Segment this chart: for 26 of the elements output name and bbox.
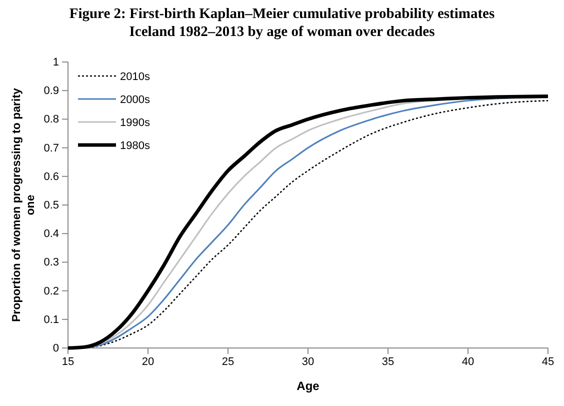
legend-label: 2000s <box>120 94 150 106</box>
chart-title: Figure 2: First-birth Kaplan–Meier cumulative probability estimates <box>69 6 495 22</box>
legend-label: 1990s <box>120 117 150 129</box>
x-tick-label: 45 <box>542 356 554 368</box>
y-tick-label: 1 <box>52 56 59 69</box>
y-tick-label: 0.9 <box>44 85 59 98</box>
y-tick-label: 0.2 <box>44 285 59 298</box>
y-tick-label: 0.3 <box>44 256 59 269</box>
y-tick-label: 0.5 <box>44 200 59 212</box>
x-tick-label: 35 <box>382 356 394 368</box>
x-tick-label: 15 <box>62 356 74 368</box>
legend-label: 1980s <box>120 140 150 152</box>
x-axis-title: Age <box>296 379 320 393</box>
y-tick-label: 0.1 <box>44 314 59 326</box>
chart-subtitle: Iceland 1982–2013 by age of woman over decades <box>129 24 436 40</box>
y-tick-label: 0.7 <box>44 142 59 154</box>
y-tick-label: 0.8 <box>44 114 59 126</box>
y-tick-label: 0 <box>52 342 59 355</box>
y-tick-label: 0.6 <box>44 170 59 183</box>
y-axis-title: Proportion of women progressing to parity one <box>11 87 37 322</box>
x-tick-label: 20 <box>142 356 154 368</box>
y-tick-label: 0.4 <box>44 228 59 240</box>
x-tick-label: 30 <box>302 356 314 368</box>
legend-label: 2010s <box>120 71 150 83</box>
x-tick-label: 25 <box>222 356 234 368</box>
x-tick-label: 40 <box>462 356 474 368</box>
